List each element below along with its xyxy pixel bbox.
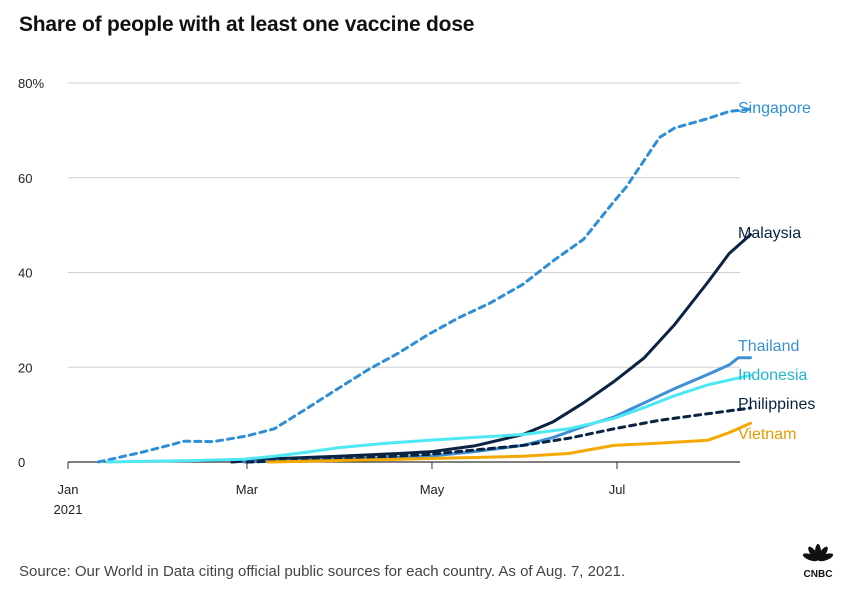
series-label-indonesia: Indonesia [738, 367, 807, 384]
chart-title: Share of people with at least one vaccin… [19, 13, 475, 36]
x-tick-label: Mar [236, 482, 259, 497]
y-tick-label: 20 [18, 360, 32, 375]
cnbc-logo: CNBC [793, 540, 843, 580]
series-lines [96, 107, 752, 464]
series-labels: Singapore Malaysia Thailand Indonesia Philip… [738, 100, 815, 443]
gridlines [68, 82, 740, 463]
y-tick-label: 0 [18, 455, 25, 470]
series-line-malaysia [230, 233, 752, 464]
series-label-malaysia: Malaysia [738, 225, 801, 242]
series-label-vietnam: Vietnam [738, 426, 796, 443]
y-tick-label: 40 [18, 266, 32, 281]
x-tick-label: Jul [609, 482, 626, 497]
x-tick-label: May [420, 482, 445, 497]
y-axis-ticks: 80% 60 40 20 0 [18, 76, 44, 470]
series-line-singapore [96, 107, 752, 464]
series-line-philippines [245, 406, 752, 464]
y-tick-label: 80% [18, 76, 44, 91]
series-line-vietnam [266, 421, 752, 464]
source-note: Source: Our World in Data citing officia… [19, 563, 626, 580]
y-tick-label: 60 [18, 171, 32, 186]
x-tick-sublabel: 2021 [54, 502, 83, 517]
series-label-singapore: Singapore [738, 100, 811, 117]
logo-text: CNBC [804, 569, 833, 580]
series-label-thailand: Thailand [738, 338, 799, 355]
x-tick-label: Jan [58, 482, 79, 497]
series-line-thailand [242, 356, 752, 464]
cnbc-peacock-icon: CNBC [802, 544, 834, 580]
series-line-indonesia [105, 373, 752, 464]
series-label-philippines: Philippines [738, 396, 815, 413]
x-axis-ticks: Jan 2021 Mar May Jul [54, 462, 626, 517]
